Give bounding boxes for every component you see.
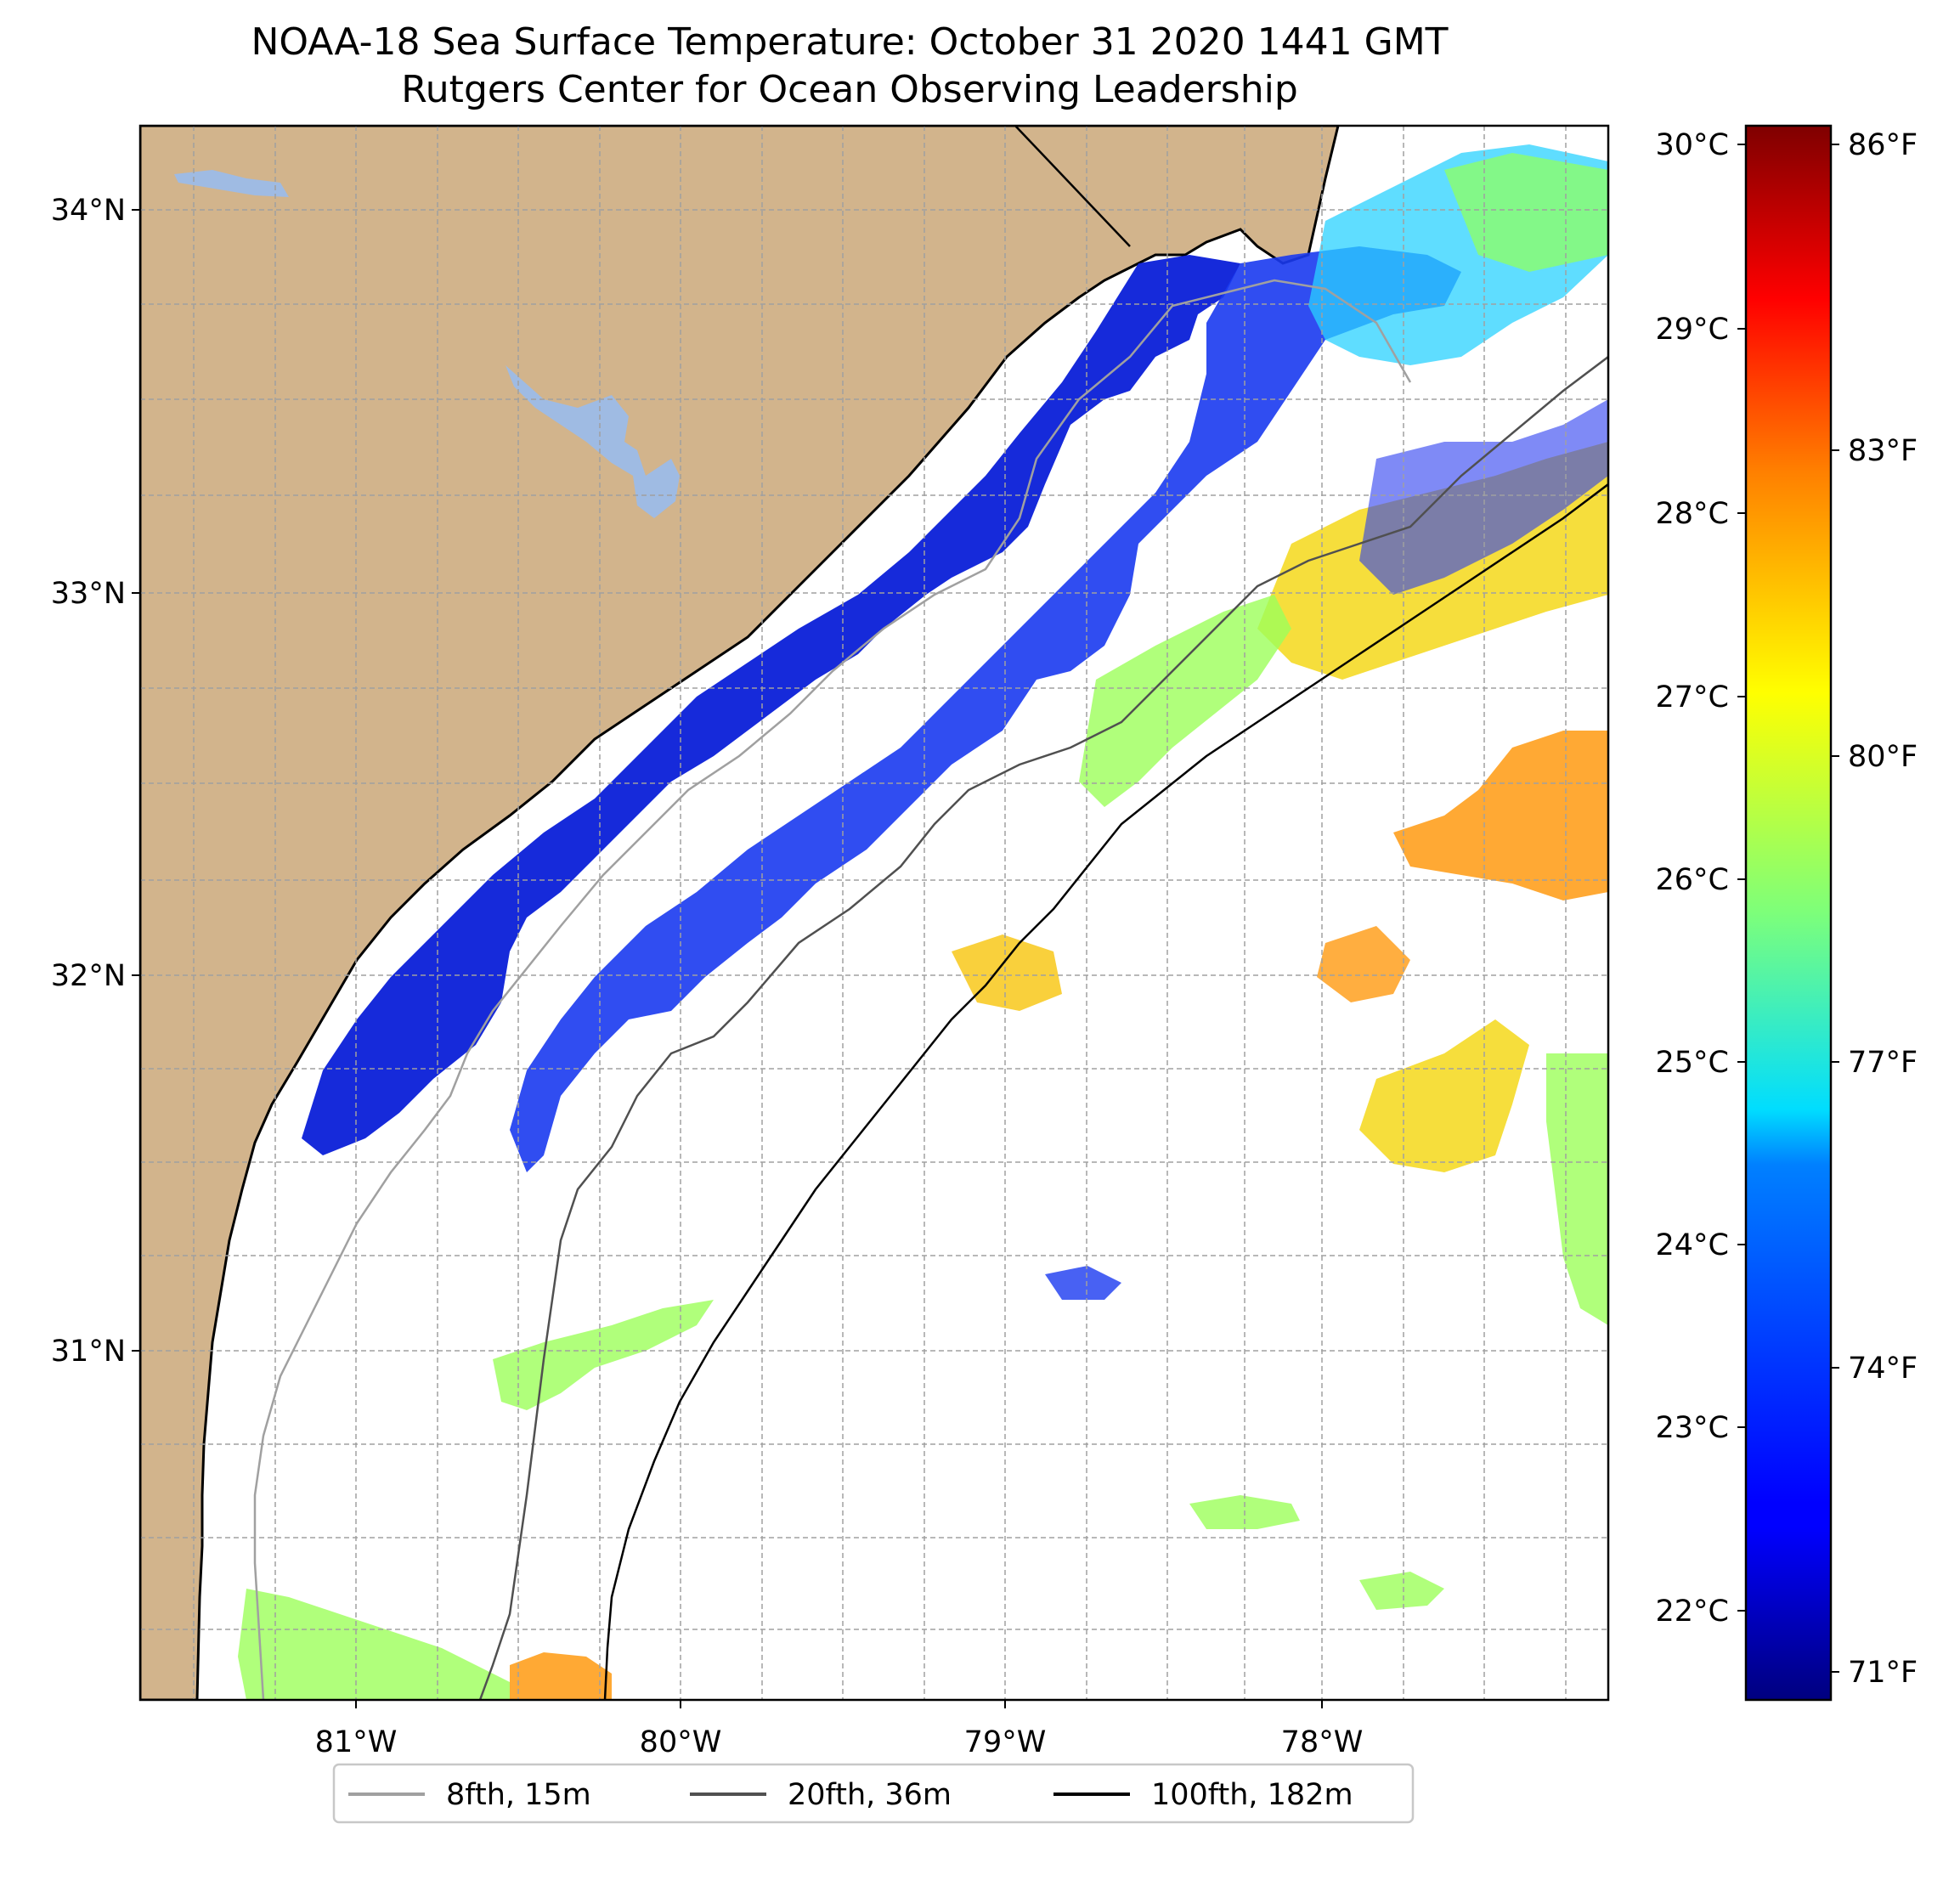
- isobath-100fth: [603, 483, 1608, 1700]
- celsius-tick-label: 22°C: [1656, 1595, 1729, 1629]
- map-frame: [138, 124, 1610, 1702]
- isobath-8fth: [253, 279, 1412, 1700]
- fahrenheit-tick-label: 74°F: [1848, 1352, 1918, 1386]
- lake-marion: [174, 170, 289, 197]
- lon-tick-label: 78°W: [1281, 1725, 1364, 1759]
- lon-tick-label: 80°W: [640, 1725, 722, 1759]
- legend-label-8fth: 8fth, 15m: [446, 1778, 591, 1812]
- celsius-tick-label: 29°C: [1656, 313, 1729, 347]
- lat-tick-label: 34°N: [51, 194, 126, 228]
- colorbar-fahrenheit-ticks: 86°F 83°F 80°F 77°F 74°F 71°F: [1831, 128, 1918, 1690]
- lat-axis: 34°N 33°N 32°N 31°N: [51, 194, 140, 1369]
- fahrenheit-tick-label: 71°F: [1848, 1656, 1918, 1690]
- lat-tick-label: 33°N: [51, 577, 126, 611]
- lake-moultrie: [506, 365, 680, 518]
- celsius-tick-label: 26°C: [1656, 863, 1729, 897]
- celsius-tick-label: 23°C: [1656, 1411, 1729, 1445]
- gridlines: [140, 126, 1608, 1700]
- fahrenheit-tick-label: 80°F: [1848, 740, 1918, 774]
- state-border: [1014, 126, 1131, 247]
- celsius-tick-label: 25°C: [1656, 1046, 1729, 1080]
- isobath-legend: 8fth, 15m 20fth, 36m 100fth, 182m: [332, 1763, 1415, 1824]
- map-subtitle: Rutgers Center for Ocean Observing Leade…: [401, 68, 1298, 111]
- map-title: NOAA-18 Sea Surface Temperature: October…: [251, 20, 1448, 64]
- celsius-tick-label: 27°C: [1656, 680, 1729, 714]
- celsius-tick-label: 30°C: [1656, 128, 1729, 162]
- legend-label-20fth: 20fth, 36m: [788, 1778, 952, 1812]
- isobath-20fth: [478, 356, 1608, 1700]
- fahrenheit-tick-label: 86°F: [1848, 128, 1918, 162]
- legend-box: [332, 1763, 1415, 1824]
- lon-tick-label: 81°W: [315, 1725, 398, 1759]
- celsius-tick-label: 24°C: [1656, 1228, 1729, 1262]
- colorbar-celsius-ticks: 30°C 29°C 28°C 27°C 26°C 25°C 24°C 23°C …: [1656, 128, 1746, 1629]
- colorbar-gradient: [1744, 124, 1833, 1702]
- lat-tick-label: 31°N: [51, 1335, 126, 1369]
- lon-axis: 81°W 80°W 79°W 78°W: [315, 1700, 1364, 1759]
- lat-tick-label: 32°N: [51, 959, 126, 993]
- map-panel: [138, 124, 1610, 1702]
- lon-tick-label: 79°W: [964, 1725, 1047, 1759]
- fahrenheit-tick-label: 77°F: [1848, 1046, 1918, 1080]
- colorbar: 30°C 29°C 28°C 27°C 26°C 25°C 24°C 23°C …: [1656, 124, 1918, 1702]
- sst-field: [238, 144, 1608, 1700]
- celsius-tick-label: 28°C: [1656, 497, 1729, 531]
- fahrenheit-tick-label: 83°F: [1848, 434, 1918, 468]
- legend-label-100fth: 100fth, 182m: [1151, 1778, 1353, 1812]
